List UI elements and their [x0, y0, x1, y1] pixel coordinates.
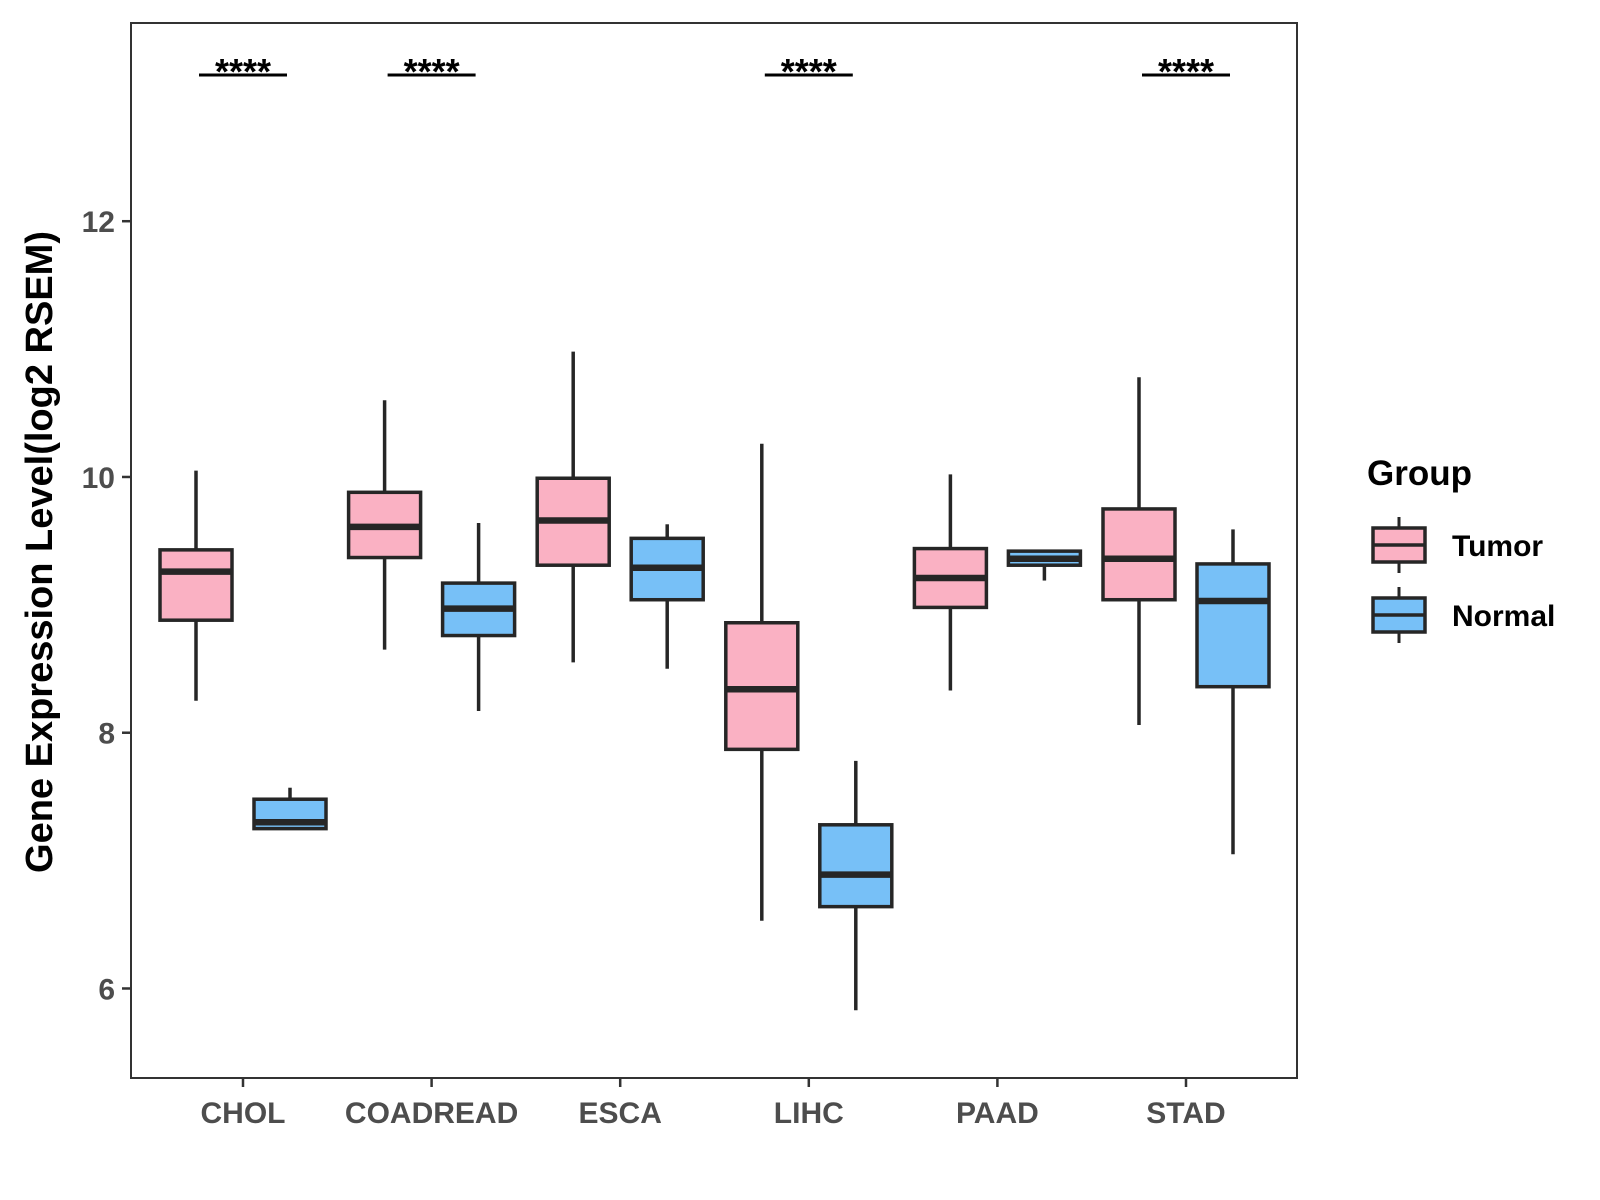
x-axis: CHOL COADREAD ESCA LIHC PAAD STAD	[201, 1078, 1226, 1130]
box-normal-paad	[1006, 549, 1083, 581]
x-tick-label: ESCA	[579, 1097, 662, 1130]
significance-label: ****	[781, 51, 837, 92]
x-tick-label: COADREAD	[345, 1097, 518, 1130]
significance-label: ****	[215, 51, 271, 92]
x-tick-label: CHOL	[201, 1097, 286, 1130]
x-tick-label: STAD	[1146, 1097, 1225, 1130]
y-axis-title: Gene Expression Level(log2 RSEM)	[19, 231, 61, 873]
y-tick-label: 6	[98, 973, 115, 1006]
y-axis: 6 8 10 12	[82, 206, 131, 1006]
box-tumor-coadread	[346, 400, 423, 650]
box-tumor-stad	[1101, 377, 1177, 726]
box-tumor-lihc	[724, 443, 800, 921]
box-iqr	[1101, 507, 1177, 602]
box-normal-coadread	[440, 523, 517, 711]
legend-label: Normal	[1452, 600, 1555, 633]
y-tick-label: 10	[82, 462, 115, 495]
legend-label: Tumor	[1452, 530, 1543, 563]
box-normal-chol	[252, 787, 328, 831]
y-tick-label: 12	[82, 206, 115, 239]
significance-label: ****	[1158, 51, 1214, 92]
legend-title: Group	[1367, 454, 1472, 493]
legend-entry-tumor: Tumor	[1371, 517, 1543, 573]
plot-area: **** **** **** ****	[130, 22, 1298, 1079]
x-tick-label: LIHC	[774, 1097, 844, 1130]
significance-label: ****	[404, 51, 460, 92]
legend: Group Tumor Normal	[1367, 454, 1555, 643]
y-tick-label: 8	[98, 718, 115, 751]
legend-entry-normal: Normal	[1371, 587, 1555, 643]
box-tumor-chol	[158, 470, 234, 701]
plot-border	[130, 22, 1298, 1079]
box-tumor-esca	[535, 351, 611, 663]
box-normal-lihc	[818, 760, 894, 1011]
box-normal-stad	[1195, 529, 1271, 855]
x-tick-label: PAAD	[956, 1097, 1039, 1130]
box-normal-esca	[629, 524, 705, 669]
box-iqr	[818, 823, 894, 909]
box-tumor-paad	[912, 474, 989, 691]
box-iqr	[158, 548, 234, 622]
box-iqr	[1195, 562, 1271, 689]
